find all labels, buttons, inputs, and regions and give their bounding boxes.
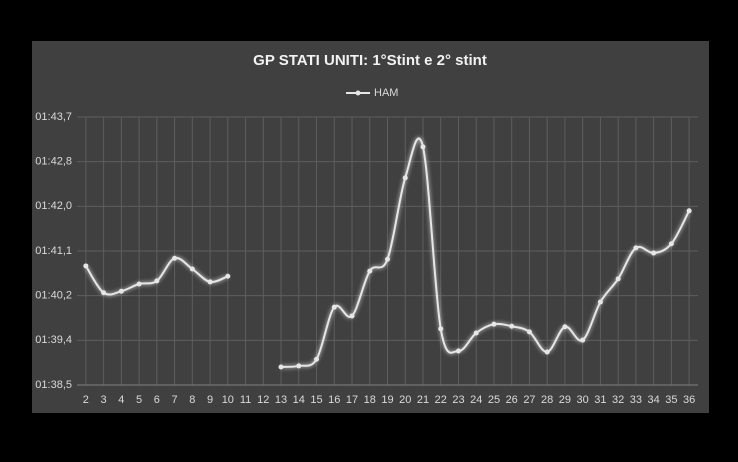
- data-point: [473, 330, 479, 336]
- y-tick-label: 01:42,8: [35, 156, 72, 168]
- x-tick-label: 19: [381, 394, 393, 406]
- data-point: [136, 281, 142, 287]
- data-point: [225, 273, 231, 279]
- x-tick-label: 16: [328, 394, 340, 406]
- x-tick-label: 35: [665, 394, 677, 406]
- data-point: [349, 313, 355, 319]
- x-tick-label: 11: [240, 394, 251, 406]
- data-point: [526, 329, 532, 335]
- data-point: [314, 356, 320, 362]
- data-point: [509, 323, 515, 329]
- x-tick-label: 32: [612, 394, 624, 406]
- y-tick-label: 01:40,2: [35, 290, 72, 302]
- chart-panel: [32, 41, 709, 413]
- data-point: [402, 175, 408, 181]
- data-point: [686, 208, 692, 214]
- x-tick-label: 4: [118, 394, 124, 406]
- data-point: [615, 276, 621, 282]
- x-tick-label: 3: [101, 394, 107, 406]
- data-point: [580, 337, 586, 343]
- data-point: [633, 245, 639, 251]
- x-tick-label: 12: [257, 394, 269, 406]
- x-tick-label: 6: [154, 394, 160, 406]
- data-point: [189, 266, 195, 272]
- data-point: [154, 278, 160, 284]
- data-point: [385, 256, 390, 262]
- data-point: [331, 304, 337, 310]
- x-tick-label: 31: [594, 394, 606, 406]
- x-tick-label: 15: [310, 394, 322, 406]
- chart-title: GP STATI UNITI: 1°Stint e 2° stint: [253, 52, 487, 69]
- x-tick-label: 33: [630, 394, 642, 406]
- x-tick-label: 34: [648, 394, 660, 406]
- data-point: [455, 348, 461, 354]
- x-tick-label: 8: [189, 394, 195, 406]
- data-point: [296, 363, 302, 369]
- x-tick-label: 24: [470, 394, 482, 406]
- x-tick-label: 20: [399, 394, 411, 406]
- x-tick-label: 7: [172, 394, 178, 406]
- x-tick-label: 14: [293, 394, 305, 406]
- data-point: [172, 255, 178, 261]
- x-tick-label: 9: [207, 394, 213, 406]
- x-tick-label: 13: [275, 394, 287, 406]
- x-tick-label: 27: [523, 394, 535, 406]
- x-tick-label: 17: [346, 394, 358, 406]
- data-point: [367, 268, 373, 274]
- y-tick-label: 01:38,5: [35, 379, 72, 391]
- y-tick-label: 01:39,4: [35, 334, 72, 346]
- legend-label: HAM: [374, 87, 398, 99]
- data-point: [491, 321, 497, 327]
- data-point: [597, 299, 603, 305]
- x-tick-label: 23: [452, 394, 464, 406]
- data-point: [651, 250, 657, 256]
- x-tick-label: 36: [683, 394, 695, 406]
- y-tick-label: 01:43,7: [35, 111, 72, 123]
- data-point: [438, 326, 444, 332]
- y-tick-label: 01:42,0: [35, 200, 72, 212]
- x-tick-label: 25: [488, 394, 500, 406]
- data-point: [544, 349, 550, 355]
- y-tick-label: 01:41,1: [35, 245, 72, 257]
- data-point: [101, 290, 107, 296]
- data-point: [207, 279, 213, 285]
- data-point: [562, 324, 568, 330]
- x-tick-label: 22: [435, 394, 447, 406]
- legend-marker: [355, 90, 361, 96]
- x-tick-label: 18: [364, 394, 376, 406]
- x-tick-label: 21: [417, 394, 429, 406]
- data-point: [83, 263, 89, 269]
- x-tick-label: 5: [136, 394, 142, 406]
- x-tick-label: 29: [559, 394, 571, 406]
- data-point: [420, 144, 426, 150]
- data-point: [118, 288, 124, 294]
- x-tick-label: 10: [222, 394, 234, 406]
- data-point: [668, 241, 674, 247]
- x-tick-label: 2: [83, 394, 89, 406]
- data-point: [278, 364, 284, 370]
- x-tick-label: 28: [541, 394, 553, 406]
- x-tick-label: 30: [577, 394, 589, 406]
- x-tick-label: 26: [506, 394, 518, 406]
